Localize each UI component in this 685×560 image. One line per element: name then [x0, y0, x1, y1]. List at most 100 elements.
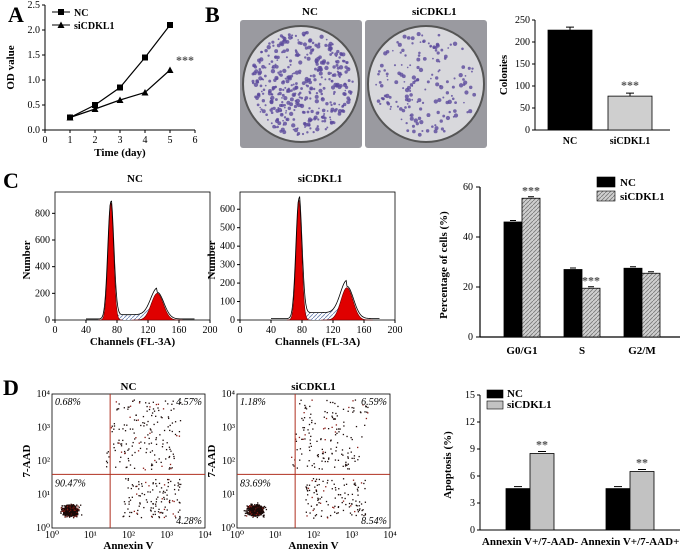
cell-dot	[250, 511, 253, 514]
cell-dot	[300, 399, 302, 401]
x-tick-label: 2	[93, 135, 98, 146]
cell-dot	[254, 503, 256, 506]
cell-dot	[352, 400, 354, 402]
x-tick-label: 200	[203, 325, 218, 336]
cell-dot	[255, 508, 257, 510]
cell-dot	[251, 503, 253, 506]
y-tick-label: 200	[35, 288, 50, 299]
colony	[430, 77, 432, 80]
y-tick-label: 15	[465, 390, 475, 401]
cell-dot	[125, 478, 127, 480]
colony	[294, 70, 300, 75]
cell-dot	[124, 503, 126, 505]
colony	[431, 73, 434, 76]
colony	[262, 78, 265, 81]
cell-dot	[260, 514, 262, 516]
colony	[281, 80, 285, 85]
cell-dot	[64, 506, 67, 508]
colony	[304, 76, 309, 82]
cell-dot	[170, 450, 172, 452]
cell-dot	[122, 515, 124, 518]
cell-dot	[255, 511, 257, 514]
cell-dot	[136, 493, 138, 495]
cell-dot	[263, 511, 265, 514]
cell-dot	[251, 512, 253, 515]
cell-dot	[71, 513, 73, 516]
cell-dot	[358, 501, 361, 503]
colony	[339, 83, 343, 88]
cell-dot	[60, 507, 62, 509]
cell-dot	[248, 512, 250, 514]
legend-marker	[58, 9, 64, 15]
cell-dot	[305, 486, 307, 488]
colony	[453, 77, 456, 80]
cell-dot	[167, 481, 170, 484]
cell-dot	[131, 445, 133, 447]
cell-dot	[106, 452, 108, 454]
cell-dot	[132, 400, 134, 402]
cell-dot	[361, 514, 363, 516]
cell-dot	[136, 512, 138, 514]
cell-dot	[306, 484, 308, 486]
cell-dot	[304, 434, 306, 436]
cell-dot	[259, 512, 261, 514]
colony	[323, 112, 326, 115]
cell-dot	[73, 516, 75, 518]
colony	[330, 85, 336, 90]
cell-dot	[174, 484, 176, 486]
cell-dot	[336, 428, 338, 430]
colony	[256, 103, 260, 107]
cell-dot	[342, 500, 345, 502]
cell-dot	[258, 508, 261, 511]
cell-dot	[252, 516, 254, 518]
colony	[345, 60, 349, 65]
colony	[442, 129, 446, 133]
colony	[442, 114, 446, 118]
y-axis-label: Number	[21, 240, 33, 279]
cell-dot	[330, 448, 332, 450]
cell-dot	[166, 489, 168, 491]
cell-dot	[168, 468, 170, 470]
colony	[445, 100, 450, 105]
cell-dot	[331, 415, 333, 417]
cell-dot	[331, 453, 333, 455]
colony	[314, 43, 318, 47]
series-line-0	[69, 24, 171, 119]
cell-dot	[74, 511, 76, 513]
cell-dot	[355, 425, 358, 428]
colony	[304, 46, 309, 50]
cell-dot	[306, 490, 309, 492]
cell-dot	[246, 512, 249, 514]
cell-dot	[173, 500, 175, 503]
cell-dot	[111, 425, 113, 427]
cell-dot	[321, 460, 323, 462]
cell-dot	[320, 515, 323, 517]
cell-dot	[140, 483, 143, 485]
cell-dot	[334, 505, 336, 507]
colony	[277, 71, 280, 74]
cell-dot	[138, 495, 140, 497]
colony	[389, 105, 392, 108]
cell-dot	[113, 425, 116, 427]
cell-dot	[67, 506, 69, 509]
cell-dot	[129, 416, 131, 418]
cell-dot	[173, 457, 175, 460]
colony	[274, 55, 278, 59]
colony	[437, 97, 442, 103]
cell-dot	[148, 485, 150, 487]
colony	[464, 74, 467, 77]
colony	[258, 70, 263, 75]
colony	[306, 110, 310, 114]
cell-dot	[299, 459, 301, 461]
cell-dot	[336, 442, 339, 444]
cell-dot	[154, 510, 156, 513]
quadrant-ll: 83.69%	[240, 478, 271, 489]
cell-dot	[127, 408, 129, 410]
colony	[416, 32, 421, 37]
cell-dot	[334, 434, 337, 436]
cell-dot	[333, 507, 335, 509]
cell-dot	[64, 508, 66, 510]
colony	[326, 126, 329, 129]
cell-dot	[151, 431, 153, 433]
data-point	[141, 89, 149, 96]
